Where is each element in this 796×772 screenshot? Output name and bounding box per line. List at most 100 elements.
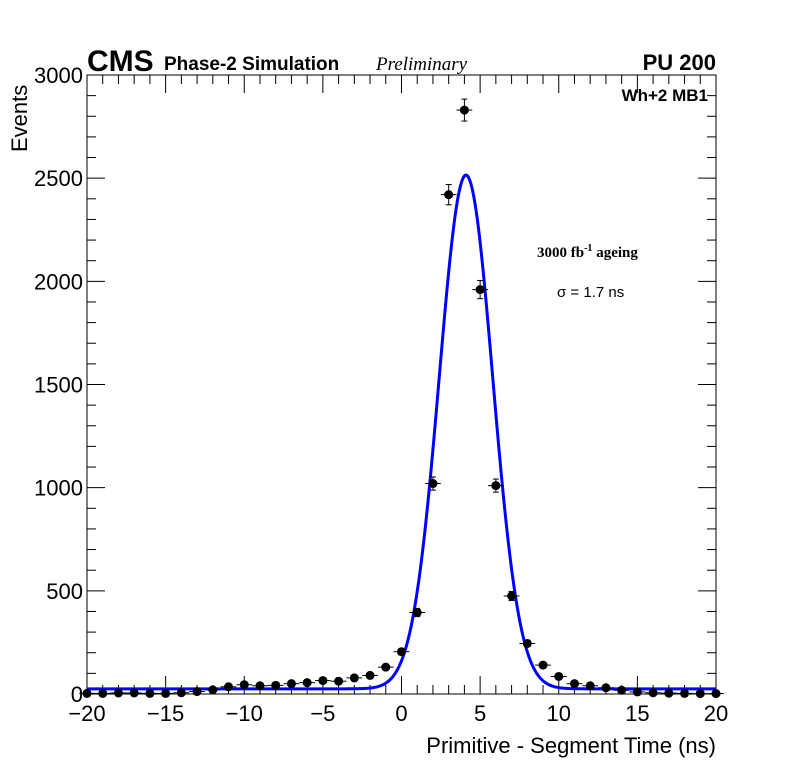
data-marker (255, 681, 265, 691)
pileup-label: PU 200 (643, 50, 716, 75)
data-marker (271, 680, 281, 690)
data-point (126, 688, 143, 698)
data-marker (192, 687, 202, 697)
data-point (519, 638, 536, 648)
data-point (346, 673, 363, 683)
data-point (456, 98, 473, 122)
data-point (550, 671, 567, 681)
data-marker (444, 190, 454, 200)
x-tick-label: 0 (395, 701, 407, 726)
x-tick-label: −5 (310, 701, 335, 726)
data-point (393, 647, 410, 657)
data-point (236, 680, 253, 690)
data-marker (224, 682, 234, 692)
y-axis-label: Events (7, 85, 32, 152)
data-point (377, 662, 394, 672)
data-point (425, 476, 441, 491)
x-tick-label: −15 (147, 701, 184, 726)
data-marker (318, 676, 328, 686)
y-tick-label: 2000 (34, 269, 83, 294)
x-tick-label: −10 (226, 701, 263, 726)
data-marker (711, 689, 721, 699)
data-point (535, 660, 551, 670)
data-marker (365, 670, 375, 680)
data-marker (554, 671, 564, 681)
sigma-label: σ = 1.7 ns (557, 284, 624, 301)
data-point (157, 688, 174, 698)
data-marker (491, 481, 501, 491)
y-tick-label: 500 (46, 579, 83, 604)
data-marker (522, 638, 532, 648)
data-marker (145, 688, 155, 698)
fit-layer (87, 173, 716, 691)
data-marker (459, 105, 469, 115)
plot-frame (86, 74, 717, 695)
data-point (645, 688, 661, 698)
data-marker (113, 688, 123, 698)
y-tick-label: 1000 (34, 476, 83, 501)
status-label: Preliminary (375, 54, 468, 75)
data-marker (98, 688, 108, 698)
data-point (110, 688, 127, 698)
data-marker (507, 591, 517, 601)
x-axis-label: Primitive - Segment Time (ns) (426, 733, 716, 758)
ageing-exponent: -1 (584, 243, 592, 254)
data-marker (397, 647, 406, 657)
y-axis-ticks (87, 74, 716, 695)
data-point (283, 679, 300, 689)
data-marker (664, 688, 674, 698)
data-point (440, 184, 457, 206)
data-point (582, 681, 599, 691)
data-point (629, 687, 646, 697)
data-point (189, 687, 205, 697)
data-points-layer (79, 98, 724, 699)
ageing-label: 3000 fb-1 ageing (537, 243, 638, 261)
data-marker (208, 685, 218, 695)
y-tick-label: 0 (71, 682, 83, 707)
data-point (472, 279, 488, 300)
x-axis-ticks (86, 75, 717, 694)
data-marker (82, 688, 92, 698)
data-marker (695, 689, 705, 699)
data-marker (475, 285, 485, 295)
data-point (613, 685, 630, 695)
x-tick-label: −20 (68, 701, 105, 726)
data-point (94, 688, 111, 698)
y-axis-tick-labels: 0 500 1000 1500 2000 2500 3000 (34, 63, 83, 707)
data-marker (648, 688, 658, 698)
data-point (708, 689, 724, 699)
data-marker (538, 660, 548, 670)
data-marker (239, 680, 249, 690)
data-marker (569, 679, 579, 689)
data-marker (286, 679, 296, 689)
data-point (252, 681, 268, 691)
x-tick-label: 20 (704, 701, 728, 726)
data-point (267, 680, 284, 690)
data-point (692, 689, 709, 699)
data-marker (381, 662, 391, 672)
data-marker (302, 678, 312, 688)
ageing-suffix: ageing (592, 245, 638, 261)
data-marker (617, 685, 627, 695)
cms-label: CMS (87, 45, 154, 78)
data-point (173, 688, 190, 698)
data-point (79, 688, 95, 698)
data-point (503, 590, 520, 601)
gaussian-fit-curve (87, 173, 716, 691)
data-point (315, 676, 331, 686)
data-point (660, 688, 677, 698)
data-marker (680, 688, 690, 698)
x-tick-label: 15 (625, 701, 649, 726)
ageing-prefix: 3000 fb (537, 245, 584, 261)
data-marker (601, 683, 611, 693)
data-point (220, 682, 237, 692)
data-point (676, 688, 693, 698)
data-marker (349, 673, 359, 683)
data-point (598, 683, 614, 693)
x-axis-tick-labels: −20 −15 −10 −5 0 5 10 15 20 (68, 701, 728, 726)
data-point (299, 678, 316, 688)
data-point (204, 685, 221, 695)
data-point (362, 670, 378, 680)
data-marker (412, 607, 422, 617)
